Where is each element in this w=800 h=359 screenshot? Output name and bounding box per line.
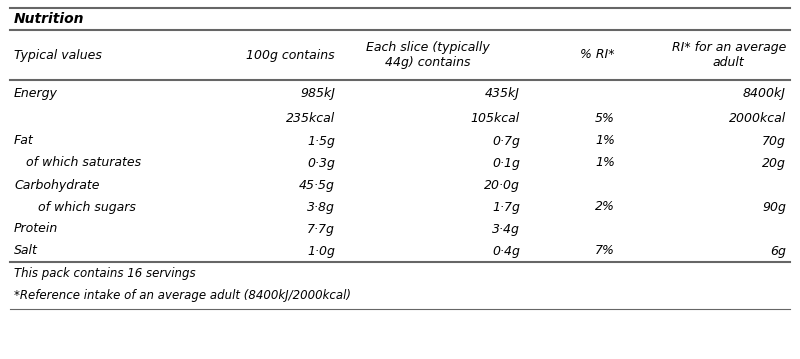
Text: 1%: 1%: [595, 135, 615, 148]
Text: 8400kJ: 8400kJ: [743, 88, 786, 101]
Text: Salt: Salt: [14, 244, 38, 257]
Text: 5%: 5%: [595, 112, 615, 126]
Text: % RI*: % RI*: [581, 48, 615, 61]
Text: 90g: 90g: [762, 200, 786, 214]
Text: 2000kcal: 2000kcal: [729, 112, 786, 126]
Text: of which saturates: of which saturates: [14, 157, 141, 169]
Text: 100g contains: 100g contains: [246, 48, 335, 61]
Text: 20·0g: 20·0g: [484, 178, 520, 191]
Text: 1·0g: 1·0g: [307, 244, 335, 257]
Text: Nutrition: Nutrition: [14, 12, 85, 26]
Text: of which sugars: of which sugars: [14, 200, 136, 214]
Text: 105kcal: 105kcal: [470, 112, 520, 126]
Text: 0·1g: 0·1g: [492, 157, 520, 169]
Text: Typical values: Typical values: [14, 48, 102, 61]
Text: 1%: 1%: [595, 157, 615, 169]
Text: 3·8g: 3·8g: [307, 200, 335, 214]
Text: Carbohydrate: Carbohydrate: [14, 178, 99, 191]
Text: 435kJ: 435kJ: [485, 88, 520, 101]
Text: Energy: Energy: [14, 88, 58, 101]
Text: *Reference intake of an average adult (8400kJ/2000kcal): *Reference intake of an average adult (8…: [14, 289, 351, 302]
Text: 20g: 20g: [762, 157, 786, 169]
Text: 1·5g: 1·5g: [307, 135, 335, 148]
Text: 3·4g: 3·4g: [492, 223, 520, 236]
Text: Each slice (typically
44g) contains: Each slice (typically 44g) contains: [366, 41, 490, 69]
Text: Protein: Protein: [14, 223, 58, 236]
Text: 7·7g: 7·7g: [307, 223, 335, 236]
Text: 1·7g: 1·7g: [492, 200, 520, 214]
Text: 2%: 2%: [595, 200, 615, 214]
Text: Fat: Fat: [14, 135, 34, 148]
Text: 70g: 70g: [762, 135, 786, 148]
Text: RI* for an average
adult: RI* for an average adult: [672, 41, 786, 69]
Text: 0·7g: 0·7g: [492, 135, 520, 148]
Text: 6g: 6g: [770, 244, 786, 257]
Text: This pack contains 16 servings: This pack contains 16 servings: [14, 267, 196, 280]
Text: 985kJ: 985kJ: [300, 88, 335, 101]
Text: 7%: 7%: [595, 244, 615, 257]
Text: 0·3g: 0·3g: [307, 157, 335, 169]
Text: 45·5g: 45·5g: [299, 178, 335, 191]
Text: 235kcal: 235kcal: [286, 112, 335, 126]
Text: 0·4g: 0·4g: [492, 244, 520, 257]
